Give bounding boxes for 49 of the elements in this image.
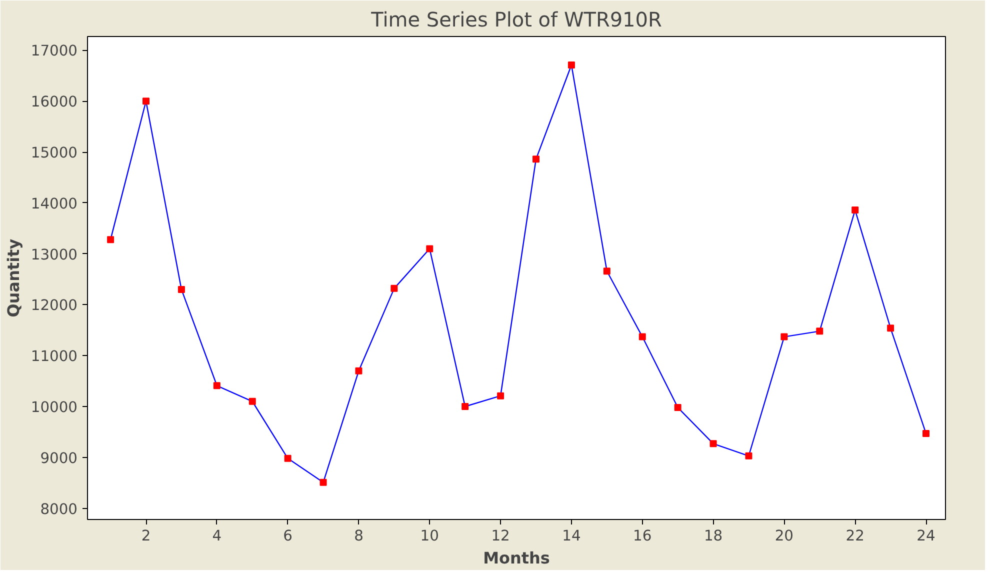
x-tick-label: 22 [846,528,864,544]
point [284,454,292,462]
point [887,324,894,332]
x-tick-label: 20 [774,528,794,544]
x-tick-label: 10 [420,528,439,544]
point [603,268,610,275]
y-tick-label: 17000 [30,42,78,60]
point [816,328,824,335]
x-tick-label: 8 [354,528,364,544]
x-tick-label: 6 [283,528,292,544]
point [355,367,362,374]
point [390,284,398,292]
x-tick-label: 16 [633,528,652,544]
point [780,333,788,340]
point [568,62,575,68]
point [710,440,717,448]
point [213,382,220,390]
x-tick-label: 12 [491,528,510,544]
point [178,286,185,293]
x-tick-label: 14 [562,528,581,544]
x-tick-label: 18 [704,528,723,544]
point [248,398,256,405]
point [638,333,646,340]
y-tick-label: 14000 [30,195,78,212]
y-tick-label: 12000 [30,297,78,314]
point [497,392,504,400]
point [532,156,540,163]
point [852,206,859,214]
point [922,430,930,437]
y-tick-label: 15000 [30,144,78,162]
x-tick-label: 4 [212,528,222,544]
x-tick-label: 2 [141,528,151,544]
point [107,236,114,244]
chart-title: Time Series Plot of WTR910R [370,8,662,32]
y-tick-label: 16000 [30,94,78,111]
x-tick-label: 24 [916,528,936,544]
y-tick-label: 11000 [30,348,78,366]
point [426,245,434,252]
point [745,452,752,460]
point [142,98,150,105]
y-tick-label: 9000 [40,450,78,467]
point [674,404,682,412]
point [320,478,327,486]
y-tick-label: 8000 [40,500,78,518]
y-tick-label: 10000 [30,399,78,416]
point [462,403,469,410]
y-axis-title: Quantity [4,238,23,318]
x-axis-title: Months [483,548,550,568]
y-tick-label: 13000 [30,246,78,264]
